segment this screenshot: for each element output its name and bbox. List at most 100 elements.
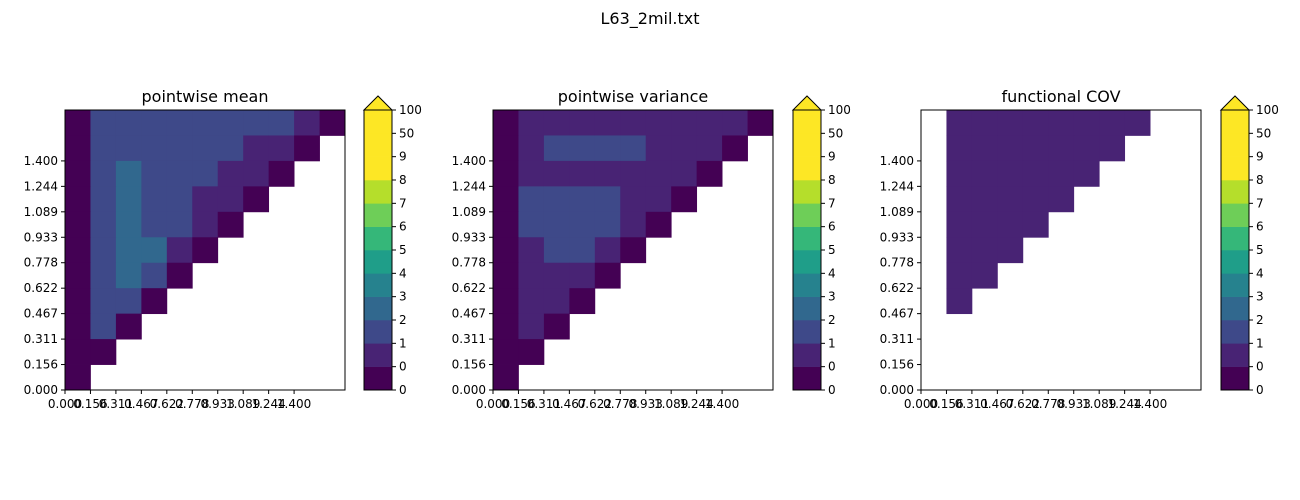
heatmap-cell (243, 110, 270, 136)
heatmap-cell (115, 211, 142, 238)
colorbar-band (364, 156, 392, 181)
colorbar-band (364, 226, 392, 251)
colorbar-band (793, 250, 821, 274)
colorbar-band (1221, 366, 1249, 391)
colorbar-tick-label: 9 (399, 150, 407, 164)
colorbar-tick-label: 3 (1256, 290, 1264, 304)
heatmap-cell (946, 135, 973, 162)
colorbar-tick-label: 5 (828, 243, 836, 257)
heatmap-cell (141, 186, 168, 213)
colorbar-band (1221, 273, 1249, 297)
heatmap-cell (971, 262, 998, 289)
x-tick-label: 0.622 (150, 397, 184, 411)
heatmap-cell (217, 135, 244, 162)
heatmap-cell (192, 186, 219, 213)
panel-title: pointwise mean (142, 87, 269, 106)
heatmap-cell (971, 160, 998, 187)
heatmap-cell (141, 262, 168, 289)
heatmap-cell (217, 211, 244, 238)
heatmap-cell (65, 364, 91, 391)
heatmap-cell (620, 237, 647, 264)
heatmap-cell (1022, 160, 1049, 187)
x-tick-label: 0.156 (73, 397, 107, 411)
heatmap-cell (141, 211, 168, 238)
y-tick-label: 1.089 (880, 205, 914, 219)
heatmap-cell (569, 288, 596, 315)
colorbar-band (793, 296, 821, 321)
heatmap-cell (518, 339, 545, 365)
colorbar-band (1221, 133, 1249, 157)
colorbar-extend-arrow (1219, 95, 1251, 111)
heatmap-cell (518, 110, 545, 136)
heatmap-cell (971, 211, 998, 238)
colorbar-tick-label: 0 (399, 383, 407, 397)
heatmap-cell (192, 211, 219, 238)
heatmap-cell (645, 186, 672, 213)
axes-frame (920, 109, 1202, 391)
heatmap-cell (671, 110, 698, 136)
colorbar-tick-label: 7 (1256, 196, 1264, 210)
heatmap-cell (543, 160, 570, 187)
y-tick-label: 0.467 (452, 307, 486, 321)
heatmap-cell (493, 364, 519, 391)
heatmap-cell (166, 211, 193, 238)
y-tick-label: 0.933 (880, 230, 914, 244)
heatmap-cell (166, 262, 193, 289)
heatmap-cell (696, 110, 723, 136)
colorbar-tick-label: 50 (828, 126, 843, 140)
heatmap-cell (217, 186, 244, 213)
colorbar-tick-label: 8 (399, 173, 407, 187)
heatmap-cell (946, 211, 973, 238)
heatmap-cell (569, 186, 596, 213)
colorbar-band (364, 366, 392, 391)
colorbar-band (364, 180, 392, 204)
colorbar-band (364, 343, 392, 367)
x-tick-label: 0.778 (175, 397, 209, 411)
heatmap-cell (192, 110, 219, 136)
heatmap-cell (518, 262, 545, 289)
heatmap-cell (65, 186, 91, 213)
y-tick-label: 0.778 (24, 256, 58, 270)
colorbar-extend-arrow (362, 95, 394, 111)
y-tick-label: 1.244 (880, 179, 914, 193)
heatmap-cell (594, 262, 621, 289)
heatmap-cell (671, 160, 698, 187)
colorbar-tick-label: 5 (399, 243, 407, 257)
heatmap-panel-1: pointwise mean0.0000.1560.3110.4670.6220… (24, 87, 422, 411)
colorbar-band (364, 203, 392, 227)
heatmap-cell (1022, 135, 1049, 162)
colorbar-tick-label: 4 (828, 266, 836, 280)
heatmap-cell (946, 288, 973, 315)
y-tick-label: 1.244 (452, 179, 486, 193)
x-tick-label: 0.156 (929, 397, 963, 411)
colorbar-tick-label: 6 (1256, 220, 1264, 234)
colorbar-tick-label: 3 (828, 290, 836, 304)
heatmap-cell (65, 237, 91, 264)
colorbar: 0 0 1 2 3 4 5 6 7 8 9 50 100 (362, 95, 422, 397)
colorbar-band (364, 133, 392, 157)
x-tick-label: 0.311 (527, 397, 561, 411)
heatmap-cell (493, 262, 519, 289)
heatmap-cell (217, 160, 244, 187)
heatmap-cell (65, 313, 91, 340)
x-tick-label: 0.933 (201, 397, 235, 411)
heatmap-cell (192, 135, 219, 162)
colorbar-tick-label: 8 (1256, 173, 1264, 187)
heatmap-cell (594, 135, 621, 162)
heatmap-cell (518, 288, 545, 315)
x-tick-label: 1.244 (679, 397, 713, 411)
colorbar-band (793, 320, 821, 344)
colorbar-band (793, 343, 821, 367)
x-tick-label: 0.933 (629, 397, 663, 411)
heatmap-cell (166, 237, 193, 264)
heatmap-cell (518, 237, 545, 264)
colorbar-band (793, 110, 821, 134)
x-tick-label: 0.467 (124, 397, 158, 411)
heatmap-cell (997, 160, 1024, 187)
heatmap-cell (294, 110, 320, 136)
y-tick-label: 1.089 (452, 205, 486, 219)
heatmap-cell (997, 186, 1024, 213)
heatmap-cell (1022, 186, 1049, 213)
colorbar-band (364, 250, 392, 274)
